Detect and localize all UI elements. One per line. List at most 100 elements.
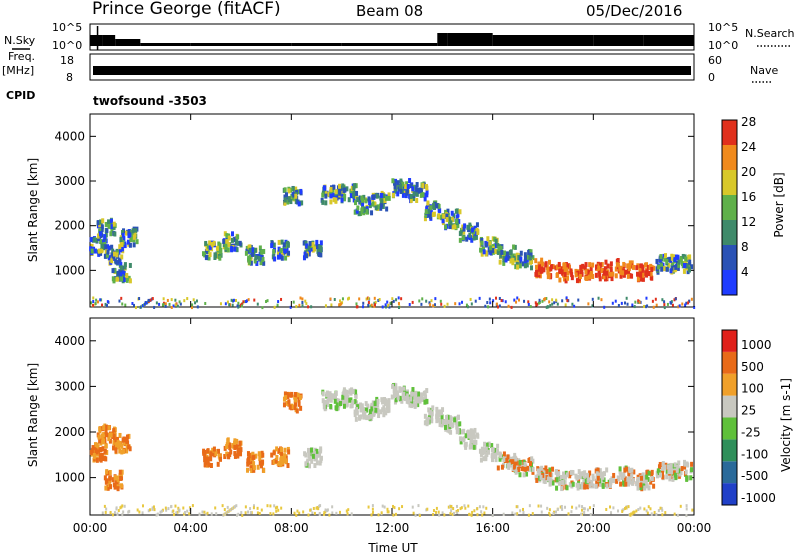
echo-cell bbox=[104, 232, 108, 238]
echo-cell bbox=[659, 254, 663, 260]
echo-cell bbox=[412, 191, 416, 197]
echo-cell bbox=[598, 468, 602, 474]
echo-cell bbox=[522, 472, 526, 478]
ground-scatter-cell bbox=[238, 304, 241, 308]
echo-cell bbox=[625, 466, 629, 472]
echo-cell bbox=[97, 434, 101, 440]
ground-scatter-cell bbox=[132, 303, 135, 307]
echo-cell bbox=[393, 386, 397, 392]
echo-cell bbox=[283, 248, 287, 254]
echo-cell bbox=[491, 247, 495, 253]
echo-cell bbox=[380, 397, 384, 403]
echo-cell bbox=[663, 256, 667, 262]
colorbar-tick-label: 500 bbox=[741, 360, 764, 374]
echo-cell bbox=[493, 236, 497, 242]
echo-cell bbox=[254, 453, 258, 459]
echo-cell bbox=[504, 454, 508, 460]
echo-cell bbox=[531, 469, 535, 475]
echo-cell bbox=[304, 240, 308, 246]
echo-cell bbox=[333, 398, 337, 404]
echo-cell bbox=[396, 394, 400, 400]
echo-cell bbox=[343, 394, 347, 400]
echo-cell bbox=[595, 478, 599, 484]
ground-scatter-cell bbox=[438, 513, 441, 517]
echo-cell bbox=[413, 403, 417, 409]
ground-scatter-cell bbox=[347, 508, 350, 512]
echo-cell bbox=[540, 267, 544, 273]
x-tick-label: 00:00 bbox=[677, 521, 712, 535]
echo-cell bbox=[453, 417, 457, 423]
ground-scatter-cell bbox=[237, 512, 240, 516]
echo-cell bbox=[529, 259, 533, 265]
ground-scatter-cell bbox=[312, 506, 315, 510]
echo-cell bbox=[496, 249, 500, 255]
echo-cell bbox=[657, 470, 661, 476]
echo-cell bbox=[202, 450, 206, 456]
echo-cell bbox=[406, 183, 410, 189]
echo-cell bbox=[120, 483, 124, 489]
echo-cell bbox=[211, 447, 215, 453]
ground-scatter-cell bbox=[632, 510, 635, 514]
echo-cell bbox=[569, 268, 573, 274]
echo-cell bbox=[410, 403, 414, 409]
echo-cell bbox=[287, 250, 291, 256]
echo-cell bbox=[231, 231, 235, 237]
echo-cell bbox=[621, 270, 625, 276]
ground-scatter-cell bbox=[226, 505, 229, 509]
echo-cell bbox=[438, 208, 442, 214]
echo-cell bbox=[106, 485, 110, 491]
echo-cell bbox=[225, 239, 229, 245]
echo-cell bbox=[661, 474, 665, 480]
echo-cell bbox=[332, 197, 336, 203]
echo-cell bbox=[661, 461, 665, 467]
ground-scatter-cell bbox=[358, 297, 361, 301]
echo-cell bbox=[219, 247, 223, 253]
echo-cell bbox=[583, 484, 587, 490]
ground-scatter-cell bbox=[449, 512, 452, 516]
echo-cell bbox=[334, 390, 338, 396]
echo-cell bbox=[458, 237, 462, 243]
ground-scatter-cell bbox=[103, 504, 106, 508]
echo-cell bbox=[511, 257, 515, 263]
ground-scatter-cell bbox=[142, 304, 145, 308]
echo-cell bbox=[663, 464, 667, 470]
echo-cell bbox=[340, 191, 344, 197]
ground-scatter-cell bbox=[551, 298, 554, 302]
echo-cell bbox=[101, 218, 105, 224]
ground-scatter-cell bbox=[616, 509, 619, 513]
echo-cell bbox=[427, 407, 431, 413]
echo-cell bbox=[98, 231, 102, 237]
ground-scatter-cell bbox=[241, 513, 244, 517]
ground-scatter-cell bbox=[184, 510, 187, 514]
echo-cell bbox=[437, 417, 441, 423]
freq-y2tick-top: 60 bbox=[708, 54, 722, 67]
echo-cell bbox=[469, 444, 473, 450]
ground-scatter-cell bbox=[600, 298, 603, 302]
echo-cell bbox=[332, 184, 336, 190]
ground-scatter-cell bbox=[298, 303, 301, 307]
echo-cell bbox=[328, 395, 332, 401]
echo-cell bbox=[557, 480, 561, 486]
echo-cell bbox=[487, 441, 491, 447]
echo-cell bbox=[594, 468, 598, 474]
echo-cell bbox=[529, 461, 533, 467]
echo-cell bbox=[627, 471, 631, 477]
echo-cell bbox=[425, 421, 429, 427]
ground-scatter-cell bbox=[452, 507, 455, 511]
echo-cell bbox=[425, 206, 429, 212]
echo-cell bbox=[109, 218, 113, 224]
echo-cell bbox=[570, 275, 574, 281]
echo-cell bbox=[286, 463, 290, 469]
ground-scatter-cell bbox=[179, 302, 182, 306]
echo-cell bbox=[494, 238, 498, 244]
echo-cell bbox=[113, 251, 117, 257]
echo-cell bbox=[238, 441, 242, 447]
ground-scatter-cell bbox=[393, 506, 396, 510]
echo-cell bbox=[677, 262, 681, 268]
echo-cell bbox=[99, 239, 103, 245]
echo-cell bbox=[368, 203, 372, 209]
echo-cell bbox=[665, 474, 669, 480]
echo-cell bbox=[116, 270, 120, 276]
ground-scatter-cell bbox=[620, 301, 623, 305]
